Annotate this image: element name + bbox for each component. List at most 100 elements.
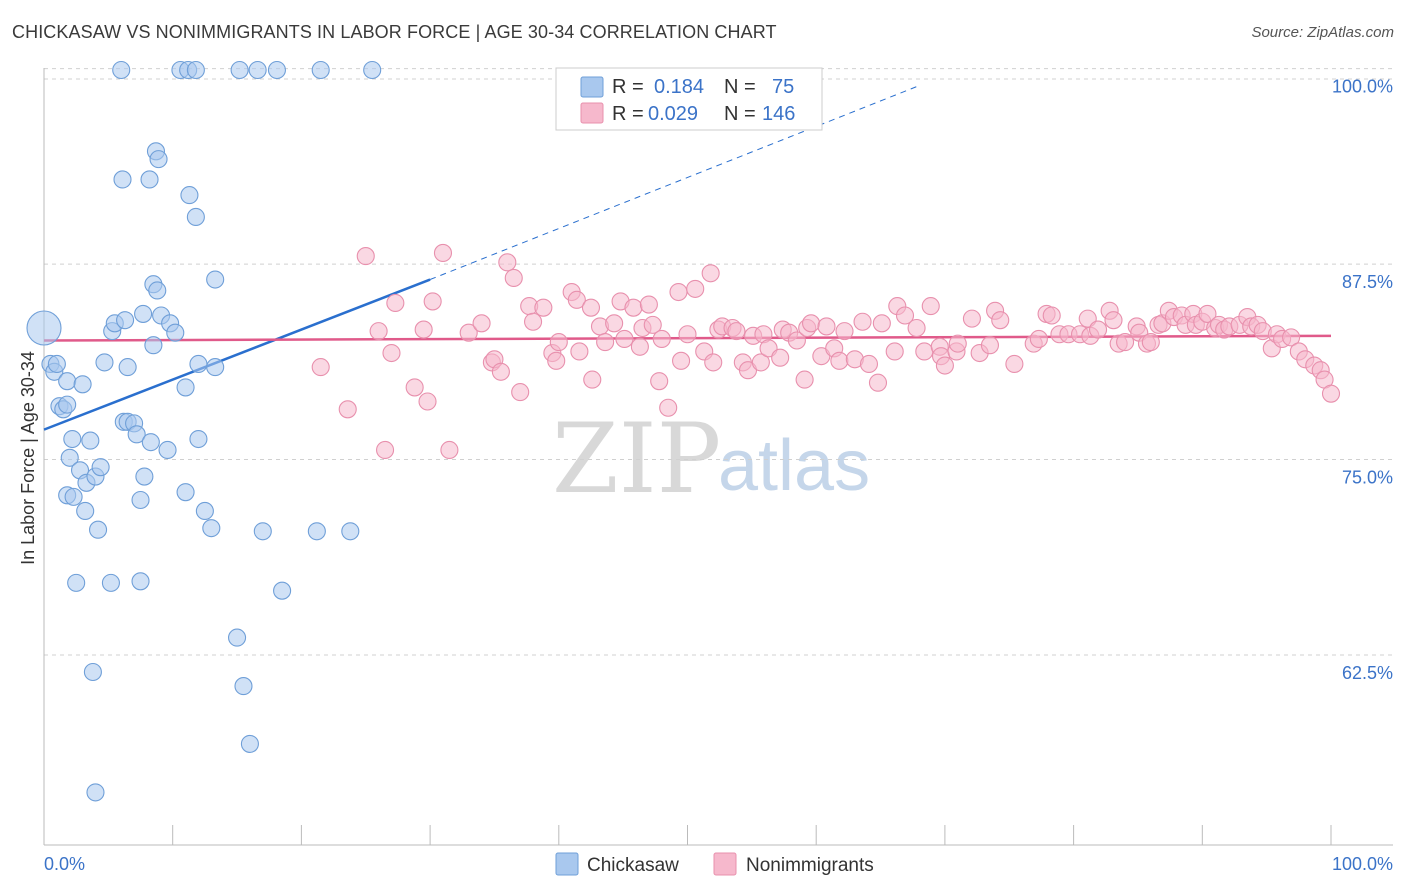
nonimmigrants-point [727, 322, 746, 341]
nonimmigrants-point [596, 333, 615, 352]
nonimmigrants-point [678, 325, 697, 344]
nonimmigrants-point [414, 320, 433, 339]
chickasaw-point [135, 467, 154, 486]
legend-r-label-2: R = [612, 103, 644, 125]
chickasaw-point [234, 677, 253, 696]
watermark-atlas: atlas [718, 426, 870, 506]
nonimmigrants-point [440, 440, 459, 460]
nonimmigrants-point [652, 329, 671, 348]
chickasaw-point [89, 520, 108, 539]
nonimmigrants-point [872, 314, 891, 333]
nonimmigrants-point [624, 298, 643, 317]
nonimmigrants-point [639, 295, 658, 314]
nonimmigrants-point [686, 279, 705, 298]
nonimmigrants-point [771, 348, 790, 367]
chickasaw-point [116, 311, 135, 330]
chickasaw-point [63, 429, 82, 449]
nonimmigrants-point [418, 392, 437, 411]
nonimmigrants-point [859, 354, 879, 374]
nonimmigrants-point [915, 342, 934, 361]
chickasaw-point [58, 395, 77, 414]
chickasaw-point [186, 207, 205, 227]
nonimmigrants-point [672, 351, 691, 370]
chickasaw-point [26, 310, 62, 346]
nonimmigrants-point [835, 322, 854, 341]
chickasaw-point [228, 628, 247, 647]
legend-n-value-1: 75 [772, 76, 794, 98]
chickasaw-point [73, 375, 92, 394]
nonimmigrants-point [615, 329, 634, 348]
chickasaw-point [230, 60, 249, 80]
nonimmigrants-point [907, 318, 926, 338]
nonimmigrants-point [991, 311, 1010, 330]
nonimmigrants-point [751, 353, 770, 372]
chickasaw-point [240, 734, 259, 753]
nonimmigrants-point [498, 253, 517, 272]
chickasaw-point [86, 783, 105, 802]
nonimmigrants-point [534, 298, 553, 317]
chickasaw-trend-line [43, 278, 431, 431]
chickasaw-point [131, 572, 150, 591]
legend-swatch-nonimmigrants [580, 102, 604, 124]
chickasaw-point [67, 573, 86, 592]
bottom-legend: Chickasaw Nonimmigrants [555, 852, 874, 876]
chickasaw-point [91, 458, 110, 477]
legend-n-value-2: 146 [762, 103, 795, 125]
chickasaw-point [189, 354, 208, 374]
chickasaw-point [166, 323, 185, 342]
nonimmigrants-point [583, 370, 602, 389]
chickasaw-point [112, 60, 131, 80]
trend-lines [43, 85, 1332, 431]
chickasaw-point [83, 662, 102, 682]
chickasaw-point [144, 336, 163, 355]
chickasaw-point [248, 60, 267, 80]
chickasaw-point [148, 281, 167, 300]
nonimmigrants-point [386, 293, 405, 313]
chickasaw-point [134, 304, 153, 323]
y-tick-label: 75.0% [1342, 468, 1393, 488]
nonimmigrants-point [1089, 320, 1108, 339]
chickasaw-point [202, 519, 221, 538]
nonimmigrants-point [885, 342, 904, 361]
y-tick-label: 62.5% [1342, 663, 1393, 683]
chickasaw-point [64, 487, 83, 506]
nonimmigrants-point [795, 370, 814, 389]
watermark-zip: ZIP [552, 403, 721, 515]
nonimmigrants-point [1042, 306, 1061, 325]
chickasaw-point [158, 440, 177, 460]
legend: R = 0.184 N = 75 R = 0.029 N = 146 [555, 67, 823, 131]
chickasaw-point [113, 170, 132, 189]
nonimmigrants-point [338, 400, 357, 419]
nonimmigrants-point [1321, 384, 1341, 403]
bottom-legend-nonimmigrants: Nonimmigrants [746, 855, 874, 876]
legend-r-value-2: 0.029 [648, 103, 698, 125]
nonimmigrants-point [605, 314, 624, 333]
legend-r-label-1: R = [612, 76, 644, 98]
nonimmigrants-point [547, 351, 566, 370]
nonimmigrants-point [659, 398, 678, 417]
nonimmigrants-point [1282, 328, 1301, 347]
chickasaw-point [60, 448, 79, 467]
chickasaw-point [140, 170, 159, 189]
chickasaw-point [58, 372, 77, 391]
chickasaw-point [118, 358, 137, 377]
nonimmigrants-point [459, 323, 478, 342]
nonimmigrants-point [921, 297, 940, 316]
bottom-legend-swatch-chickasaw [555, 852, 579, 876]
legend-swatch-chickasaw [580, 76, 604, 98]
legend-n-label-2: N = [724, 103, 756, 125]
nonimmigrants-point [1005, 354, 1024, 374]
x-tick-label: 0.0% [44, 854, 85, 874]
bottom-legend-swatch-nonimmigrants [713, 852, 737, 876]
chickasaw-point [101, 573, 120, 592]
chickasaw-point [311, 60, 330, 80]
nonimmigrants-point [570, 342, 589, 361]
nonimmigrants-point [549, 333, 568, 352]
nonimmigrants-point [1029, 329, 1048, 348]
data-points [26, 60, 1341, 802]
nonimmigrants-point [567, 290, 586, 309]
nonimmigrants-point [802, 314, 821, 333]
nonimmigrants-point [369, 322, 388, 341]
chickasaw-point [341, 522, 360, 541]
